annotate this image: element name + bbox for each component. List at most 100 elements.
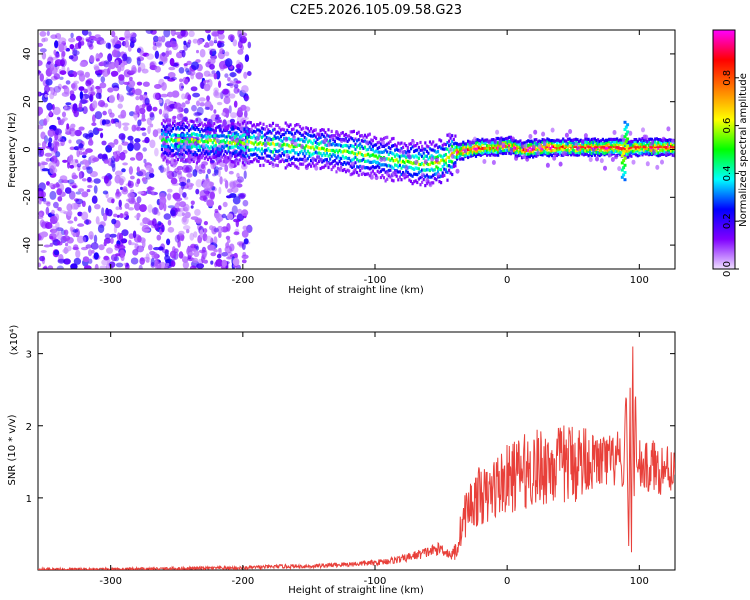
spectrogram-cell	[235, 150, 238, 154]
spectrogram-cell	[370, 138, 373, 142]
spectrogram-cell	[446, 178, 449, 182]
spectrogram-cell	[617, 142, 620, 146]
spectrogram-cell	[612, 144, 616, 148]
spectrogram-cell	[394, 148, 397, 152]
spectrogram-cell	[244, 54, 250, 62]
spectrogram-cell	[205, 235, 213, 244]
spectrogram-cell	[77, 40, 82, 49]
spectrogram-cell	[65, 242, 69, 247]
spectrogram-cell	[127, 79, 136, 88]
spectrogram-cell	[181, 85, 184, 89]
spectrogram-cell	[622, 145, 625, 149]
spectrogram-cell	[348, 150, 351, 154]
spectrogram-cell	[519, 146, 522, 150]
spectrogram-cell	[218, 186, 222, 195]
spectrogram-cell	[467, 151, 470, 155]
spectrogram-cell	[93, 37, 99, 42]
spectrogram-cell	[368, 160, 371, 164]
spectrogram-cell	[218, 248, 222, 253]
spectrogram-cell	[61, 111, 67, 118]
spectrogram-cell	[392, 166, 395, 170]
spectrogram-cell	[592, 144, 595, 148]
spectrogram-cell	[356, 139, 359, 143]
spectrogram-cell	[500, 136, 503, 140]
spectrogram-cell	[232, 122, 235, 126]
spectrogram-cell	[625, 142, 628, 146]
spectrogram-cell	[218, 125, 221, 129]
spectrogram-cell	[317, 151, 321, 155]
spectrogram-cell	[297, 123, 300, 127]
colorbar: 0.00.20.40.60.8 Normalized spectral ampl…	[712, 29, 749, 277]
spectrogram-cell	[229, 80, 234, 89]
spectrogram-cell	[213, 36, 218, 43]
spectrogram-cell	[222, 121, 225, 125]
spectrogram-cell	[448, 139, 451, 143]
spectrogram-cell	[557, 149, 560, 154]
spectrogram-cell	[116, 214, 120, 218]
spectrogram-cell	[184, 150, 187, 154]
spectrogram-cell	[327, 128, 330, 132]
snr-y-ticks: 123	[26, 350, 675, 505]
spectrogram-cell	[165, 132, 168, 136]
spectrogram-cell	[623, 149, 627, 153]
spectrogram-cell	[306, 140, 309, 144]
spectrogram-cell	[186, 151, 189, 155]
spectrogram-cell	[192, 92, 201, 98]
spectrogram-cell	[167, 219, 172, 226]
spectrogram-cell	[446, 164, 449, 168]
spectrogram-cell	[265, 159, 268, 163]
spectrogram-cell	[357, 143, 360, 147]
spectrogram-cell	[90, 242, 99, 250]
spectrogram-cell	[609, 137, 612, 141]
spectrogram-cell	[168, 139, 171, 143]
spectrogram-cell	[192, 257, 199, 264]
spectrogram-cell	[184, 140, 189, 146]
spectrogram-cell	[189, 119, 192, 123]
spectrogram-cell	[57, 133, 62, 141]
spectrogram-cell	[401, 149, 406, 155]
spectrogram-cell	[245, 158, 248, 162]
spectrogram-cell	[584, 143, 587, 147]
spectrogram-cell	[267, 147, 270, 151]
spectrogram-cell	[85, 166, 91, 170]
spectrogram-cell	[359, 146, 362, 150]
spectrogram-cell	[194, 123, 197, 128]
spectrogram-cell	[91, 84, 95, 92]
spectrogram-cell	[641, 137, 644, 141]
spectrogram-cell	[386, 135, 389, 139]
spectrogram-cell	[528, 139, 531, 143]
spectrogram-cell	[633, 139, 636, 143]
spectrogram-cell	[532, 150, 535, 154]
spectrogram-cell	[47, 141, 52, 148]
spectrogram-cell	[356, 153, 359, 157]
spectrogram-cell	[264, 127, 267, 131]
spectrogram-cell	[551, 139, 554, 143]
spectrogram-cell	[46, 61, 52, 65]
spectrogram-cell	[551, 141, 554, 145]
spectrogram-cell	[367, 166, 370, 170]
spectrogram-cell	[319, 135, 322, 139]
spectrogram-cell	[590, 153, 593, 158]
spectrogram-cell	[194, 138, 197, 142]
spectrogram-cell	[68, 139, 72, 144]
spectrogram-cell	[436, 172, 441, 178]
colorbar-tick-label: 0.2	[722, 213, 733, 229]
spectrogram-cell	[149, 139, 156, 149]
spectrogram-cell	[498, 140, 503, 146]
spectrogram-cell	[302, 126, 305, 130]
spectrogram-cell	[631, 149, 635, 153]
spectrogram-cell	[206, 133, 210, 137]
spectrogram-cell	[167, 130, 170, 134]
spectrogram-cell	[91, 195, 98, 204]
spectrogram-cell	[598, 153, 601, 158]
spectrogram-cell	[39, 255, 45, 262]
spectrogram-cell	[195, 179, 203, 188]
spectrogram-cell	[243, 154, 246, 158]
spectrogram-cell	[395, 144, 398, 148]
spectrogram-cell	[146, 53, 155, 60]
spectrogram-cell	[241, 85, 249, 94]
spectrogram-cell	[68, 73, 75, 78]
spectrogram-cell	[647, 139, 650, 143]
spectrogram-cell	[622, 151, 626, 155]
spectrogram-cell	[639, 138, 642, 142]
